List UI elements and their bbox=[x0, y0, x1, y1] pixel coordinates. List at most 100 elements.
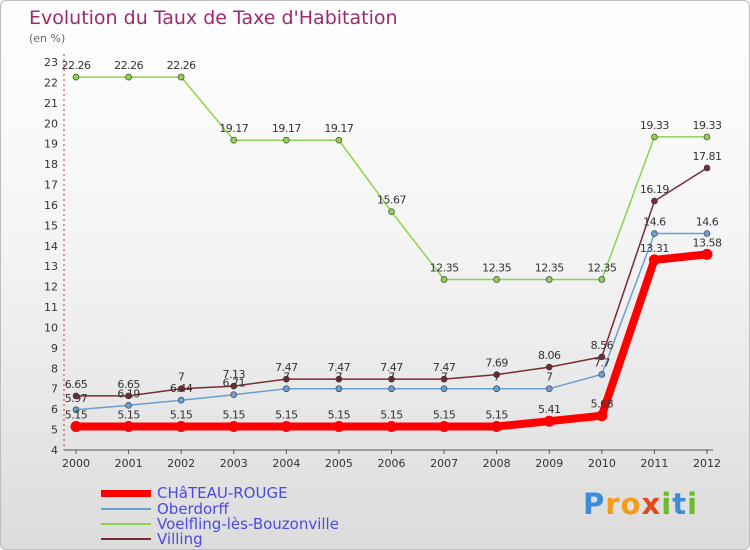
logo-letter: i bbox=[687, 487, 699, 521]
data-point bbox=[703, 133, 711, 141]
series-line-2 bbox=[75, 76, 708, 281]
data-label: 5.15 bbox=[380, 409, 403, 422]
data-label: 5.15 bbox=[485, 409, 508, 422]
logo-letter: r bbox=[605, 487, 621, 521]
data-point bbox=[388, 208, 395, 215]
logo-letter: i bbox=[661, 487, 673, 521]
data-point bbox=[596, 410, 608, 422]
data-point bbox=[388, 375, 395, 383]
data-label: 5.97 bbox=[65, 392, 88, 405]
data-label: 19.33 bbox=[640, 119, 669, 132]
y-tick-label: 20 bbox=[44, 117, 58, 130]
data-point bbox=[335, 385, 343, 393]
data-label: 13.58 bbox=[693, 236, 722, 249]
data-label: 17.81 bbox=[693, 150, 722, 163]
chart-title: Evolution du Taux de Taxe d'Habitation bbox=[29, 7, 398, 29]
data-point bbox=[283, 136, 290, 144]
legend-swatch bbox=[101, 538, 151, 540]
data-point bbox=[440, 385, 448, 393]
data-point bbox=[493, 371, 500, 378]
data-point bbox=[651, 230, 658, 237]
data-label: 5.15 bbox=[117, 409, 140, 422]
x-tick-label: 2005 bbox=[325, 457, 353, 470]
data-label: 19.17 bbox=[324, 122, 353, 135]
data-point bbox=[651, 197, 658, 205]
data-point bbox=[545, 363, 553, 371]
y-tick-label: 14 bbox=[44, 240, 58, 253]
x-tick-label: 2009 bbox=[535, 457, 563, 470]
data-label: 19.33 bbox=[693, 119, 722, 132]
x-tick-label: 2002 bbox=[167, 457, 195, 470]
data-point bbox=[177, 73, 185, 81]
data-point bbox=[123, 421, 135, 433]
data-label: 13.31 bbox=[640, 242, 669, 255]
data-point bbox=[333, 421, 345, 433]
y-tick-label: 5 bbox=[51, 424, 58, 437]
y-tick-label: 18 bbox=[44, 158, 58, 171]
data-point bbox=[648, 254, 660, 266]
legend-swatch bbox=[101, 523, 151, 525]
data-point bbox=[335, 375, 343, 383]
proxiti-logo: Proxiti bbox=[583, 487, 698, 521]
data-label: 14.6 bbox=[643, 216, 666, 229]
x-tick-label: 2012 bbox=[693, 457, 721, 470]
data-point bbox=[388, 385, 395, 393]
data-label: 15.67 bbox=[377, 194, 406, 207]
data-point bbox=[125, 392, 132, 400]
y-tick-label: 23 bbox=[44, 56, 58, 69]
data-label: 7.47 bbox=[380, 361, 403, 374]
y-tick-label: 8 bbox=[51, 362, 58, 375]
data-point bbox=[545, 276, 553, 283]
data-point bbox=[701, 248, 713, 260]
data-label: 5.15 bbox=[170, 409, 193, 422]
data-point bbox=[283, 375, 290, 383]
data-label: 8.56 bbox=[591, 339, 614, 352]
data-label: 5.15 bbox=[65, 409, 88, 422]
data-point bbox=[72, 73, 80, 81]
data-point bbox=[386, 421, 397, 433]
data-point bbox=[703, 230, 711, 237]
data-point bbox=[72, 406, 80, 414]
data-label: 6.65 bbox=[117, 378, 140, 391]
data-label: 7.47 bbox=[328, 361, 351, 374]
data-label: 5.15 bbox=[433, 409, 456, 422]
data-label: 7.47 bbox=[433, 361, 456, 374]
chart-subtitle: (en %) bbox=[29, 32, 66, 45]
legend-swatch bbox=[101, 490, 151, 497]
data-label: 7.13 bbox=[223, 368, 246, 381]
data-label: 19.17 bbox=[219, 122, 248, 135]
data-point bbox=[230, 136, 238, 144]
data-label: 6.65 bbox=[65, 378, 88, 391]
x-tick-label: 2008 bbox=[483, 457, 511, 470]
data-point bbox=[598, 276, 606, 283]
y-tick-label: 6 bbox=[51, 403, 58, 416]
data-point bbox=[230, 382, 238, 390]
data-point bbox=[335, 136, 343, 144]
data-point bbox=[703, 164, 711, 172]
data-label: 5.41 bbox=[538, 403, 561, 416]
y-tick-label: 13 bbox=[44, 260, 58, 273]
data-point bbox=[177, 396, 185, 404]
x-tick-label: 2006 bbox=[378, 457, 406, 470]
data-label: 16.19 bbox=[640, 183, 669, 196]
data-label: 22.26 bbox=[62, 59, 91, 72]
data-label: 7 bbox=[178, 371, 185, 384]
data-label: 7.7 bbox=[594, 356, 610, 369]
y-tick-label: 10 bbox=[44, 321, 58, 334]
data-point bbox=[280, 421, 292, 433]
data-label: 12.35 bbox=[535, 261, 564, 274]
x-tick-label: 2003 bbox=[220, 457, 248, 470]
data-label: 7 bbox=[441, 371, 448, 384]
x-tick-label: 2004 bbox=[272, 457, 300, 470]
data-point bbox=[438, 421, 450, 433]
y-tick-label: 15 bbox=[44, 219, 58, 232]
data-point bbox=[125, 401, 132, 409]
data-point bbox=[175, 421, 187, 433]
x-tick-label: 2011 bbox=[640, 457, 668, 470]
x-tick-label: 2010 bbox=[588, 457, 616, 470]
data-label: 7 bbox=[546, 371, 553, 384]
data-label: 14.6 bbox=[696, 216, 719, 229]
x-tick-label: 2000 bbox=[62, 457, 90, 470]
